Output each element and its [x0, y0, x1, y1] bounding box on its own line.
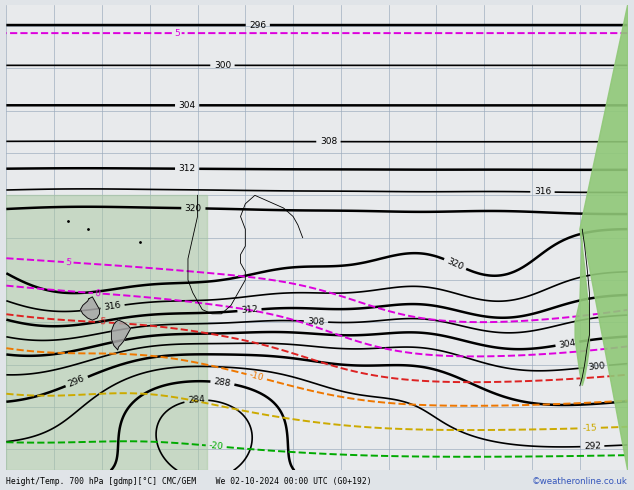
Text: 312: 312 — [179, 164, 196, 173]
Polygon shape — [6, 196, 207, 470]
Text: 288: 288 — [214, 377, 231, 388]
Text: 308: 308 — [307, 317, 325, 326]
Text: -5: -5 — [97, 318, 107, 327]
Polygon shape — [112, 320, 131, 350]
Text: 320: 320 — [446, 256, 465, 271]
Text: 312: 312 — [240, 305, 259, 316]
Text: 296: 296 — [249, 21, 266, 29]
Text: 5: 5 — [65, 258, 72, 267]
Text: Height/Temp. 700 hPa [gdmp][°C] CMC/GEM    We 02-10-2024 00:00 UTC (G0+192): Height/Temp. 700 hPa [gdmp][°C] CMC/GEM … — [6, 477, 372, 486]
Text: 284: 284 — [188, 395, 205, 405]
Text: 316: 316 — [534, 187, 551, 196]
Text: -10: -10 — [249, 370, 265, 383]
Text: 300: 300 — [588, 361, 605, 372]
Text: -15: -15 — [583, 423, 598, 433]
Text: -20: -20 — [209, 441, 224, 451]
Text: 308: 308 — [320, 137, 337, 146]
Text: 304: 304 — [179, 101, 196, 110]
Text: 320: 320 — [184, 204, 202, 213]
Text: 316: 316 — [103, 301, 122, 312]
Text: 304: 304 — [558, 338, 576, 349]
Polygon shape — [575, 5, 628, 470]
Text: ©weatheronline.co.uk: ©weatheronline.co.uk — [532, 477, 628, 486]
Text: 292: 292 — [584, 441, 601, 451]
Text: 0: 0 — [94, 289, 101, 298]
Polygon shape — [81, 297, 100, 320]
Text: 5: 5 — [174, 28, 179, 38]
Text: 296: 296 — [67, 374, 86, 389]
Text: 300: 300 — [214, 61, 231, 70]
